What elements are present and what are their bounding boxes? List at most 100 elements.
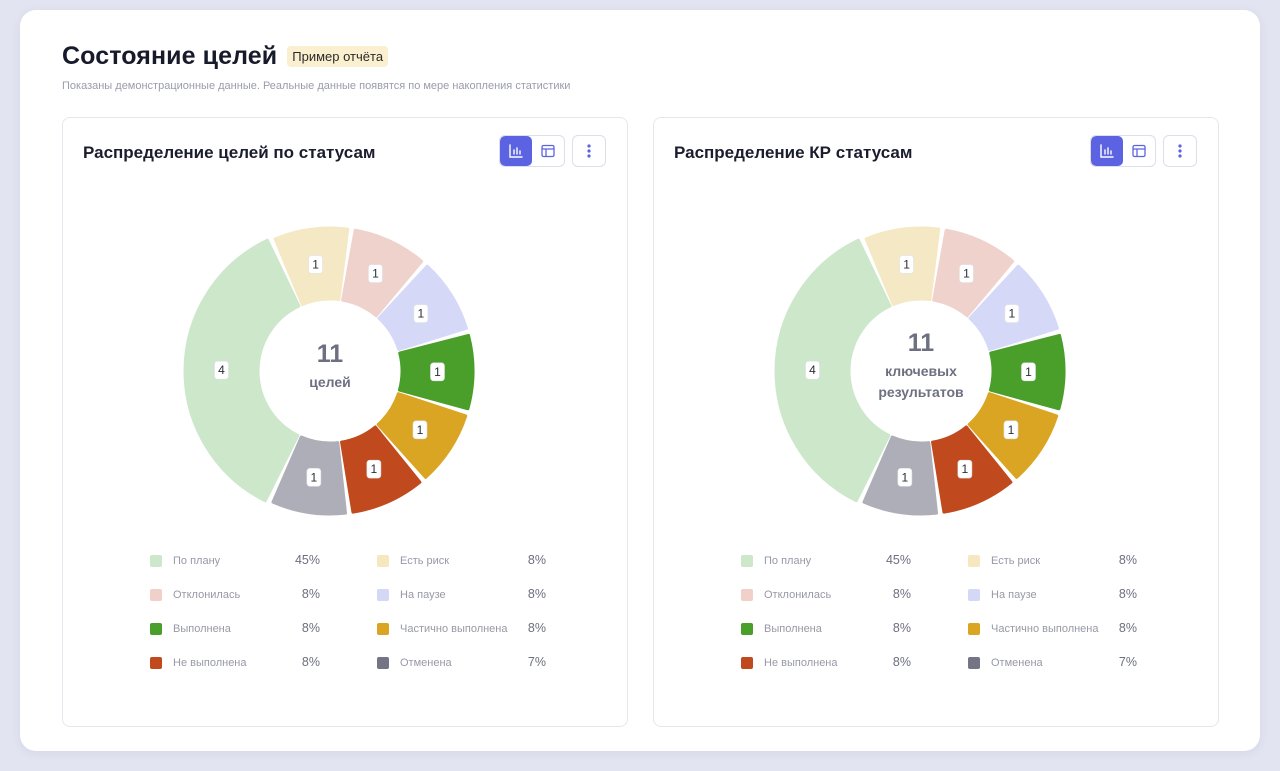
legend-swatch (377, 555, 389, 567)
legend-label: Выполнена (173, 623, 231, 635)
slice-value-label: 1 (902, 470, 909, 484)
legend-item[interactable]: На паузе (968, 587, 1037, 603)
donut-slice[interactable] (183, 238, 301, 503)
legend-label: Отклонилась (764, 589, 832, 601)
legend-item[interactable]: Есть риск (968, 553, 1040, 569)
legend-item[interactable]: По плану (741, 553, 811, 569)
slice-label-box (1004, 304, 1020, 323)
legend-swatch (150, 555, 162, 567)
page-header: Состояние целей Пример отчёта (62, 42, 389, 71)
page-subtitle: Показаны демонстрационные данные. Реальн… (62, 80, 571, 92)
legend-swatch (741, 589, 753, 601)
legend-swatch (968, 623, 980, 635)
legend-percent: 8% (1118, 587, 1137, 601)
legend-percent: 45% (885, 553, 911, 567)
legend-swatch (741, 657, 753, 669)
page-card: Состояние целей Пример отчёта Показаны д… (20, 10, 1260, 751)
legend-item[interactable]: Отменена (968, 655, 1043, 671)
legend-percent: 8% (527, 553, 546, 567)
bar-chart-icon (1100, 144, 1114, 158)
chart-card-key-results: Распределение КР статусам 4 1 1 1 1 1 1 1 11 ключ… (653, 117, 1219, 727)
legend-label: По плану (173, 555, 221, 567)
slice-label-box (897, 467, 913, 487)
slice-label-box (959, 264, 974, 283)
legend-item[interactable]: Частично выполнена (968, 621, 1099, 637)
legend-item[interactable]: Выполнена (741, 621, 822, 637)
legend-item[interactable]: По плану (150, 553, 220, 569)
legend-label: Частично выполнена (400, 623, 508, 635)
table-view-button[interactable] (532, 136, 564, 166)
slice-value-label: 1 (371, 462, 378, 476)
legend-label: На паузе (400, 589, 446, 601)
legend-percent: 8% (1118, 553, 1137, 567)
legend-item[interactable]: Отклонилась (741, 587, 831, 603)
chart-view-button[interactable] (500, 136, 532, 166)
legend-percent: 8% (892, 587, 911, 601)
slice-label-box (366, 459, 382, 479)
slice-value-label: 1 (1025, 365, 1032, 379)
legend-swatch (741, 623, 753, 635)
legend-percent: 8% (527, 587, 546, 601)
legend-item[interactable]: Есть риск (377, 553, 449, 569)
view-toggle (1090, 135, 1156, 167)
legend-label: Отменена (400, 657, 452, 669)
slice-label-box (306, 467, 322, 487)
legend-swatch (150, 657, 162, 669)
slice-value-label: 1 (903, 257, 910, 271)
legend-swatch (377, 623, 389, 635)
legend-swatch (968, 657, 980, 669)
legend-item[interactable]: Отменена (377, 655, 452, 671)
slice-label-box (308, 255, 323, 274)
slice-label-box (413, 304, 429, 323)
legend-percent: 8% (301, 621, 320, 635)
slice-value-label: 1 (312, 257, 319, 271)
chart-title: Распределение целей по статусам (83, 143, 376, 162)
bar-chart-icon (509, 144, 523, 158)
legend-percent: 8% (301, 587, 320, 601)
vertical-dots-icon (1178, 144, 1182, 158)
legend-percent: 7% (1118, 655, 1137, 669)
slice-value-label: 1 (311, 470, 318, 484)
table-icon (541, 144, 555, 158)
page-title: Состояние целей (62, 42, 278, 70)
legend-label: Отменена (991, 657, 1043, 669)
legend-label: Не выполнена (173, 657, 247, 669)
sample-report-badge: Пример отчёта (287, 46, 389, 67)
center-caption: результатов (878, 384, 964, 400)
legend-label: Выполнена (764, 623, 822, 635)
legend-percent: 8% (301, 655, 320, 669)
center-caption: целей (309, 374, 351, 390)
table-view-button[interactable] (1123, 136, 1155, 166)
donut-slice[interactable] (774, 238, 892, 503)
slice-label-box (368, 264, 383, 283)
legend-item[interactable]: Отклонилась (150, 587, 240, 603)
legend-swatch (741, 555, 753, 567)
legend-percent: 8% (1118, 621, 1137, 635)
legend-item[interactable]: Не выполнена (150, 655, 247, 671)
legend-label: Частично выполнена (991, 623, 1099, 635)
legend-label: Есть риск (400, 555, 450, 567)
legend-swatch (377, 657, 389, 669)
slice-label-box (805, 360, 820, 380)
more-options-button[interactable] (572, 135, 606, 167)
legend-label: Есть риск (991, 555, 1041, 567)
legend-percent: 8% (892, 655, 911, 669)
legend-label: На паузе (991, 589, 1037, 601)
center-total: 11 (908, 329, 935, 357)
slice-value-label: 1 (962, 462, 969, 476)
legend-item[interactable]: Выполнена (150, 621, 231, 637)
legend-item[interactable]: Не выполнена (741, 655, 838, 671)
slice-label-box (430, 362, 445, 382)
legend-percent: 45% (294, 553, 320, 567)
legend-label: По плану (764, 555, 812, 567)
view-toggle (499, 135, 565, 167)
slice-value-label: 1 (1009, 307, 1016, 321)
legend-item[interactable]: На паузе (377, 587, 446, 603)
slice-label-box (957, 459, 973, 479)
chart-view-button[interactable] (1091, 136, 1123, 166)
legend-swatch (150, 589, 162, 601)
legend-item[interactable]: Частично выполнена (377, 621, 508, 637)
more-options-button[interactable] (1163, 135, 1197, 167)
